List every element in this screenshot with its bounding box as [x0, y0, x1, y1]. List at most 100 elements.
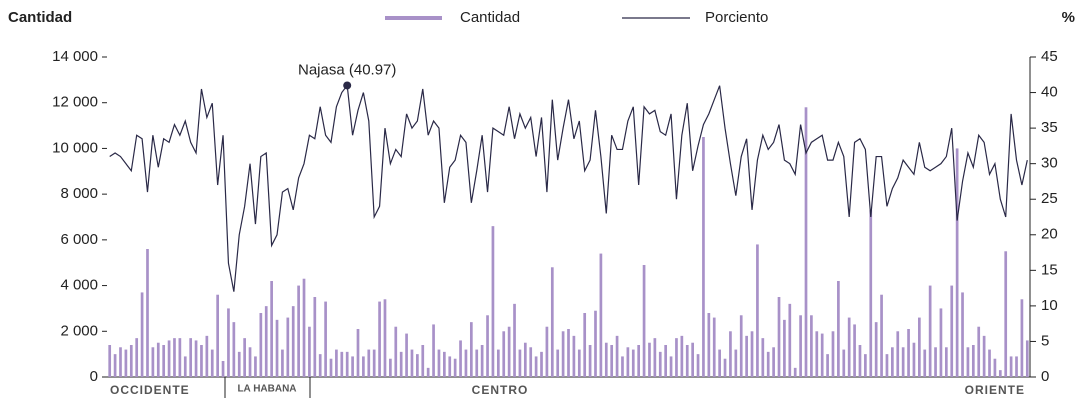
y-axis-title: Cantidad	[8, 9, 72, 26]
bar	[718, 349, 721, 377]
bar	[410, 349, 414, 377]
bar	[237, 351, 241, 377]
bar	[232, 322, 236, 377]
bar	[421, 345, 425, 377]
line	[109, 83, 1028, 292]
bar	[966, 347, 970, 377]
y-tick-label: 12 000	[52, 94, 98, 111]
bar	[108, 345, 112, 377]
bar	[313, 297, 317, 377]
bar	[486, 315, 489, 377]
bar	[356, 329, 360, 377]
bar	[221, 361, 225, 377]
y2-axis-title: %	[1062, 9, 1075, 26]
bar	[432, 324, 435, 377]
bar	[998, 370, 1002, 377]
bar	[335, 349, 338, 377]
bar	[864, 354, 867, 377]
bar	[297, 285, 300, 377]
y-tick-label: 4 000	[60, 277, 98, 294]
bar	[308, 326, 311, 377]
y2-tick-label: 20	[1041, 226, 1058, 243]
bar	[534, 356, 538, 377]
bar	[561, 331, 565, 377]
bar	[480, 345, 484, 377]
bar	[712, 317, 716, 377]
bar	[162, 345, 166, 377]
bar	[151, 347, 155, 377]
bar	[729, 331, 732, 377]
bar	[777, 297, 781, 377]
bar	[399, 351, 403, 377]
bar	[443, 351, 446, 377]
bar	[416, 354, 419, 377]
bar	[734, 349, 738, 377]
bar	[491, 226, 495, 377]
bar	[529, 347, 533, 377]
bar	[745, 335, 748, 377]
bar	[891, 347, 894, 377]
bar	[831, 331, 835, 377]
bar	[820, 333, 824, 377]
bar	[507, 326, 511, 377]
bar	[475, 349, 479, 377]
region-label: CENTRO	[472, 383, 529, 397]
bar	[129, 345, 133, 377]
bar	[362, 356, 365, 377]
bar	[675, 338, 678, 377]
bar	[950, 285, 954, 377]
bar	[588, 345, 592, 377]
bar	[502, 331, 506, 377]
bar	[372, 349, 376, 377]
bar	[448, 356, 452, 377]
bar	[977, 326, 981, 377]
bar	[842, 349, 846, 377]
bar	[874, 322, 878, 377]
y2-tick-label: 25	[1041, 190, 1058, 207]
bar	[1015, 356, 1018, 377]
bar	[394, 326, 398, 377]
y2-tick-label: 30	[1041, 155, 1058, 172]
bar	[594, 310, 597, 377]
bar	[772, 347, 775, 377]
bar	[917, 317, 921, 377]
y-tick-label: 14 000	[52, 48, 98, 65]
bar	[513, 303, 516, 377]
y-tick-label: 2 000	[60, 322, 98, 339]
bar	[869, 210, 873, 377]
bar	[815, 331, 819, 377]
bar	[556, 349, 560, 377]
bar	[793, 367, 797, 377]
bar	[993, 358, 997, 377]
bar	[982, 335, 986, 377]
bar	[205, 335, 209, 377]
region-label: OCCIDENTE	[110, 383, 190, 397]
bar	[270, 281, 273, 377]
bar	[113, 354, 117, 377]
bar	[837, 281, 840, 377]
bar	[264, 306, 268, 377]
bar	[124, 349, 128, 377]
bar	[653, 338, 657, 377]
y2-tick-label: 15	[1041, 261, 1058, 278]
y2-tick-label: 10	[1041, 297, 1058, 314]
bar	[761, 338, 765, 377]
bar	[194, 340, 198, 377]
bar	[847, 317, 851, 377]
bar	[291, 306, 295, 377]
bar	[340, 351, 344, 377]
region-label: LA HABANA	[237, 384, 296, 395]
bar	[248, 347, 252, 377]
bar	[685, 345, 689, 377]
bar	[178, 338, 182, 377]
bar	[788, 303, 792, 377]
y-tick-label: 10 000	[52, 139, 98, 156]
bar	[826, 354, 829, 377]
bar	[615, 335, 619, 377]
bar	[583, 313, 587, 377]
bar	[766, 351, 770, 377]
bar	[383, 299, 387, 377]
bar	[550, 267, 554, 377]
bar	[604, 342, 608, 377]
